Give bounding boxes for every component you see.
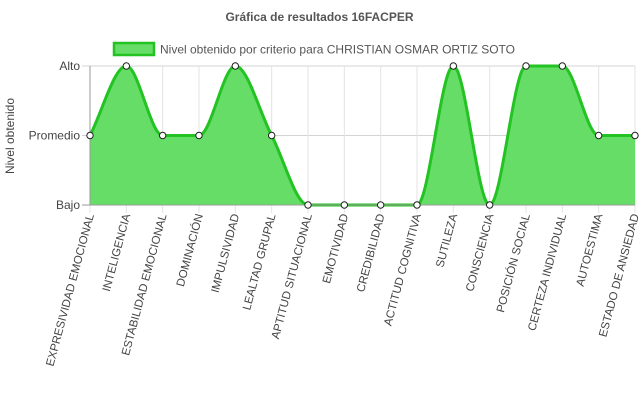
data-point[interactable] [195, 131, 203, 140]
x-tick-label: EXPRESIVIDAD EMOCIONAL [45, 212, 97, 368]
x-tick-label: LEALTAD GRUPAL [241, 212, 278, 311]
x-tick-label: POSICIÓN SOCIAL [494, 212, 533, 314]
x-tick-label: DOMINACIÓN [174, 212, 206, 288]
legend-label: Nivel obtenido por criterio para CHRISTI… [160, 43, 515, 57]
x-tick-label: SUTILEZA [434, 212, 460, 269]
data-point[interactable] [522, 62, 530, 70]
series-area-fill [90, 66, 635, 205]
x-tick-label: CREDIBILIDAD [355, 213, 387, 294]
y-tick-labels: Bajo Promedio Alto [29, 59, 81, 212]
data-point[interactable] [376, 201, 385, 209]
data-point[interactable] [485, 201, 494, 209]
x-tick-label: EMOTIVIDAD [321, 213, 351, 285]
data-point[interactable] [267, 131, 276, 140]
x-tick-label: IMPULSIVIDAD [210, 213, 243, 295]
data-points [86, 62, 639, 209]
legend-swatch [112, 41, 156, 57]
data-point[interactable] [558, 62, 567, 70]
data-point[interactable] [594, 131, 603, 140]
y-tick-label: Promedio [29, 129, 81, 143]
legend[interactable]: Nivel obtenido por criterio para CHRISTI… [112, 41, 515, 57]
data-point[interactable] [158, 131, 167, 140]
data-point[interactable] [631, 131, 639, 140]
x-tick-label: APTITUD SITUACIONAL [270, 212, 315, 340]
data-point[interactable] [340, 201, 349, 209]
x-tick-label: INTELIGENCIA [101, 212, 133, 293]
data-point[interactable] [86, 131, 94, 140]
x-tick-label: AUTOESTIMA [575, 212, 606, 287]
x-tick-label: CONSCIENCIA [464, 212, 496, 293]
data-point[interactable] [231, 62, 240, 70]
x-tick-labels: EXPRESIVIDAD EMOCIONAL INTELIGENCIAESTABI… [45, 212, 639, 368]
x-tick-label: ACTITUD COGNITIVA [382, 212, 424, 327]
y-tick-label: Bajo [56, 198, 80, 212]
data-point[interactable] [449, 62, 458, 70]
data-point[interactable] [304, 201, 312, 209]
x-tick-label: CERTEZA INDIVIDUAL [526, 212, 569, 332]
series-area [90, 66, 635, 205]
chart-title: Gráfica de resultados 16FACPER [225, 10, 413, 24]
data-point[interactable] [122, 62, 131, 70]
y-tick-label: Alto [59, 59, 80, 73]
x-tick-label: ESTADO DE ANSIEDAD [597, 213, 639, 339]
data-point[interactable] [413, 201, 421, 209]
y-axis-title: Nivel obtenido [3, 98, 17, 174]
